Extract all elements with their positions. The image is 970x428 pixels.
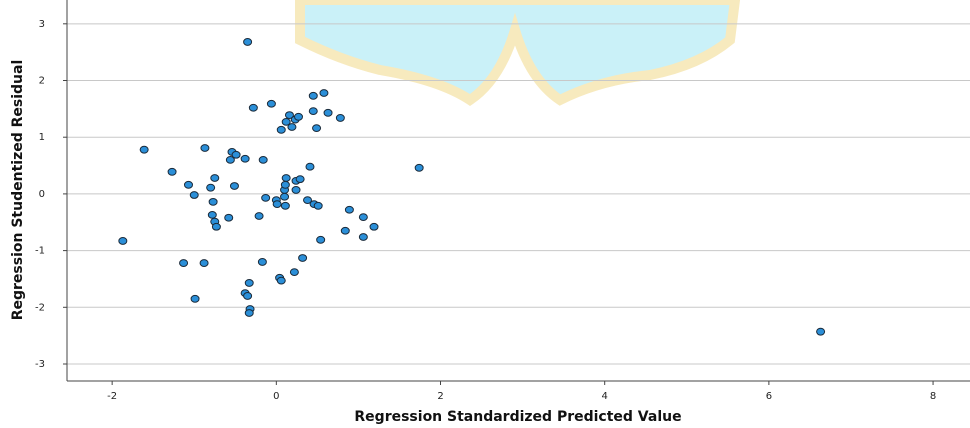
point <box>259 156 267 163</box>
point <box>282 175 290 182</box>
point <box>415 164 423 171</box>
point <box>208 211 216 218</box>
y-tick-label: -2 <box>35 302 45 313</box>
x-tick-label: 4 <box>602 391 608 402</box>
point <box>241 155 249 162</box>
point <box>317 236 325 243</box>
point <box>225 214 233 221</box>
point <box>290 269 298 276</box>
x-tick-label: 6 <box>766 391 772 402</box>
point <box>359 234 367 241</box>
chart: Regression Standardized Predicted Value … <box>0 0 970 428</box>
point <box>309 108 317 115</box>
point <box>232 151 240 158</box>
x-tick-label: 0 <box>273 391 279 402</box>
x-tick-label: 2 <box>437 391 443 402</box>
y-tick-label: 3 <box>39 19 45 30</box>
point <box>207 184 215 191</box>
point <box>306 163 314 170</box>
y-tick-label: -3 <box>35 359 45 370</box>
point <box>180 260 188 267</box>
point <box>184 181 192 188</box>
point <box>211 175 219 182</box>
point <box>281 181 289 188</box>
point <box>140 146 148 153</box>
watermark <box>300 0 735 100</box>
point <box>320 90 328 97</box>
point <box>281 202 289 209</box>
point <box>370 223 378 230</box>
point <box>249 104 257 111</box>
point <box>267 100 275 107</box>
point <box>230 183 238 190</box>
point <box>273 201 281 208</box>
point <box>313 125 321 132</box>
point <box>281 193 289 200</box>
point <box>209 198 217 205</box>
point <box>191 295 199 302</box>
point <box>314 202 322 209</box>
point <box>277 126 285 133</box>
point <box>190 192 198 199</box>
point <box>168 168 176 175</box>
point <box>288 124 296 131</box>
y-tick-label: 0 <box>39 189 45 200</box>
point <box>817 328 825 335</box>
point <box>201 145 209 152</box>
point <box>119 238 127 245</box>
x-tick-label: -2 <box>107 391 117 402</box>
point <box>296 176 304 183</box>
point <box>212 223 220 230</box>
point <box>255 213 263 220</box>
point <box>262 194 270 201</box>
point <box>359 214 367 221</box>
x-tick-label: 8 <box>930 391 936 402</box>
point <box>341 227 349 234</box>
y-axis-title: Regression Studentized Residual <box>10 60 26 321</box>
point <box>324 109 332 116</box>
y-tick-label: 2 <box>39 76 45 87</box>
y-tick-label: 1 <box>39 132 45 143</box>
point <box>244 293 252 300</box>
point <box>244 39 252 46</box>
point <box>200 260 208 267</box>
point <box>336 115 344 122</box>
point <box>292 187 300 194</box>
point <box>309 92 317 99</box>
x-axis-title: Regression Standardized Predicted Value <box>354 409 681 425</box>
y-tick-label: -1 <box>35 246 45 257</box>
point <box>258 259 266 266</box>
point <box>245 280 253 287</box>
point <box>277 277 285 284</box>
point <box>245 310 253 317</box>
point <box>345 206 353 213</box>
point <box>294 113 302 120</box>
point <box>299 255 307 262</box>
